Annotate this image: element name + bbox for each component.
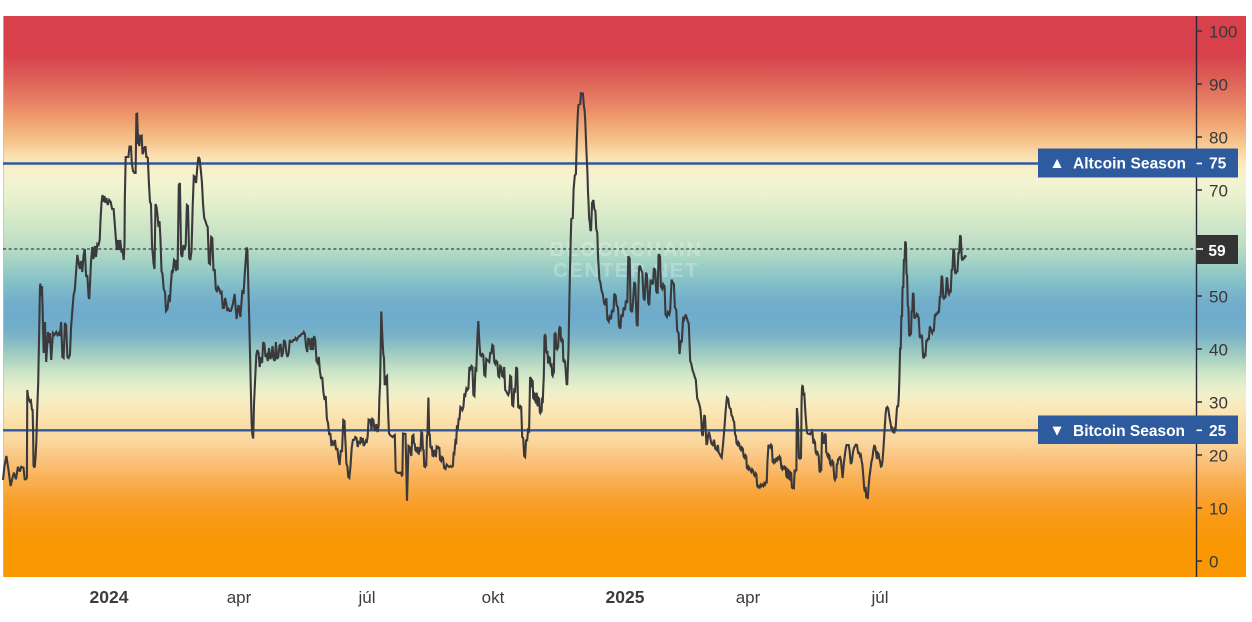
svg-text:CENTER.NET: CENTER.NET xyxy=(553,259,699,282)
svg-text:júl: júl xyxy=(870,588,888,607)
svg-text:júl: júl xyxy=(357,588,375,607)
svg-text:2025: 2025 xyxy=(606,587,645,607)
svg-text:30: 30 xyxy=(1209,394,1228,413)
svg-text:75: 75 xyxy=(1209,156,1227,173)
svg-text:okt: okt xyxy=(482,588,505,607)
svg-text:20: 20 xyxy=(1209,447,1228,466)
svg-text:2024: 2024 xyxy=(90,587,129,607)
svg-text:▲: ▲ xyxy=(1049,155,1064,172)
svg-text:10: 10 xyxy=(1209,500,1228,519)
svg-text:apr: apr xyxy=(736,588,761,607)
svg-text:apr: apr xyxy=(227,588,252,607)
svg-text:Bitcoin Season: Bitcoin Season xyxy=(1073,423,1185,440)
svg-text:Altcoin Season: Altcoin Season xyxy=(1073,156,1186,173)
svg-text:70: 70 xyxy=(1209,182,1228,201)
svg-text:25: 25 xyxy=(1209,423,1227,440)
svg-text:59: 59 xyxy=(1208,243,1226,260)
svg-text:40: 40 xyxy=(1209,341,1228,360)
svg-text:50: 50 xyxy=(1209,288,1228,307)
svg-text:90: 90 xyxy=(1209,76,1228,95)
svg-text:80: 80 xyxy=(1209,129,1228,148)
svg-text:▼: ▼ xyxy=(1049,423,1064,440)
svg-text:100: 100 xyxy=(1209,23,1237,42)
svg-text:0: 0 xyxy=(1209,553,1218,572)
